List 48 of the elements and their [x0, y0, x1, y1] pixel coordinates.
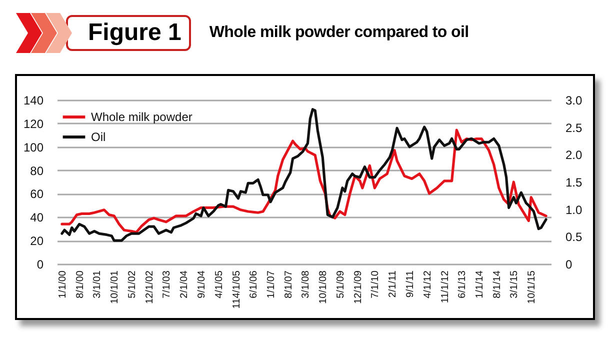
x-tick-label: 8/1/00 — [74, 270, 86, 298]
x-tick-label: 3/1/15 — [509, 270, 520, 298]
x-tick-label: 4/1/05 — [214, 270, 225, 298]
y2-tick-label: 3.0 — [566, 94, 583, 108]
x-tick-label: 2/1/11 — [388, 270, 399, 298]
x-tick-label: 9/1/04 — [196, 270, 208, 298]
chart-title: Figure 1 — [66, 15, 192, 51]
y2-tick-label: 2.0 — [566, 148, 583, 162]
y-tick-label: 20 — [30, 234, 44, 248]
x-tick-label: 8/1/07 — [283, 270, 294, 298]
legend-label: Whole milk powder — [91, 110, 192, 124]
y2-tick-label: 2.5 — [566, 120, 583, 135]
x-tick-label: 5/1/02 — [126, 270, 138, 298]
y-tick-label: 0 — [36, 258, 44, 272]
x-tick-label: 12/1/09 — [352, 270, 364, 304]
y-tick-label: 60 — [30, 187, 44, 202]
x-tick-label: 9/1/11 — [404, 270, 416, 298]
x-tick-label: 1/1/07 — [266, 270, 278, 298]
y-tick-label: 100 — [23, 140, 44, 154]
x-tick-label: 8/1/14 — [492, 270, 503, 298]
x-tick-label: 7/1/10 — [370, 270, 382, 298]
y2-tick-label: 0 — [566, 258, 572, 272]
x-tick-label: 7/1/03 — [162, 270, 173, 298]
y-tick-label: 40 — [30, 210, 44, 225]
y2-tick-label: 1.0 — [566, 202, 583, 217]
line-series — [60, 108, 548, 242]
x-tick-label: 12/1/02 — [144, 270, 156, 304]
x-tick-label: 2/1/04 — [179, 270, 190, 298]
y-tick-label: 120 — [23, 116, 44, 131]
x-tick-label: 6/1/13 — [457, 270, 468, 298]
x-tick-label: 11/1/12 — [440, 270, 451, 304]
x-tick-label: 10/1/08 — [318, 270, 330, 304]
x-tick-label: 10/1/01 — [110, 270, 121, 304]
x-tick-label: 114/1/05 — [231, 270, 242, 309]
x-tick-label: 6/1/06 — [248, 270, 260, 298]
chart-subtitle: Whole milk powder compared to oil — [209, 24, 469, 42]
legend-label: Oil — [91, 130, 106, 144]
x-tick-label: 1/1/14 — [474, 270, 486, 298]
y2-tick-label: 0.5 — [566, 230, 583, 244]
x-tick-label: 4/1/12 — [422, 270, 434, 298]
x-tick-label: 1/1/00 — [57, 270, 68, 298]
y2-tick-label: 1.5 — [566, 176, 583, 190]
y-tick-label: 140 — [23, 94, 44, 108]
x-tick-label: 10/1/15 — [526, 270, 538, 304]
x-tick-label: 3/1/01 — [92, 270, 104, 298]
x-tick-label: 5/1/09 — [335, 270, 346, 298]
y-tick-label: 80 — [30, 164, 44, 178]
x-tick-label: 3/1/08 — [300, 270, 312, 298]
